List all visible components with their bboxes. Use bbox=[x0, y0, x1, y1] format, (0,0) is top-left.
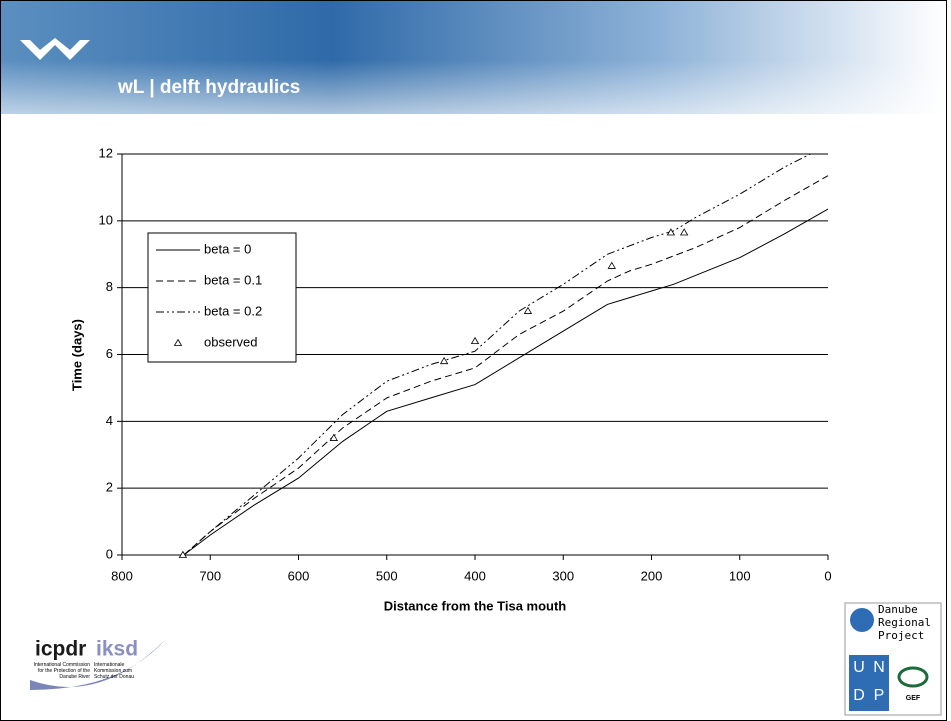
x-tick-label: 500 bbox=[376, 568, 398, 583]
header-wave bbox=[1, 60, 946, 114]
series-line bbox=[183, 175, 829, 556]
iksd: iksd bbox=[96, 638, 138, 661]
x-tick-label: 300 bbox=[552, 568, 574, 583]
observed-point bbox=[470, 336, 480, 345]
observed-point bbox=[607, 261, 616, 269]
brand: wL | delft hydraulics bbox=[117, 77, 300, 98]
y-tick-label: 4 bbox=[106, 413, 113, 428]
legend-label: beta = 0.2 bbox=[204, 303, 262, 318]
gef-emblem bbox=[897, 666, 929, 688]
undp-letter: D bbox=[853, 687, 865, 704]
y-tick-label: 6 bbox=[106, 346, 113, 361]
undp-letter: N bbox=[873, 659, 885, 676]
observed-point bbox=[178, 550, 188, 558]
x-tick-label: 0 bbox=[824, 568, 831, 583]
gef: GEF bbox=[906, 695, 921, 702]
x-tick-label: 700 bbox=[199, 568, 221, 583]
icpdr-text: International Commission for the Protect… bbox=[33, 662, 90, 680]
drp-logo: Danube Regional Project U N D P GEF bbox=[844, 602, 942, 716]
legend-label: beta = 0 bbox=[204, 241, 251, 256]
undp-letter: P bbox=[874, 687, 885, 704]
series-line bbox=[183, 153, 811, 556]
logo-swoosh bbox=[30, 640, 165, 690]
iksd-text: Internationale Kommission zum Schutz der… bbox=[94, 662, 135, 680]
y-axis-label: Time (days) bbox=[69, 319, 84, 391]
x-tick-label: 200 bbox=[641, 568, 663, 583]
drp: Project bbox=[878, 629, 924, 642]
observed-point bbox=[523, 306, 533, 314]
x-tick-label: 400 bbox=[464, 568, 486, 583]
series-line bbox=[183, 208, 829, 556]
icpdr: icpdr bbox=[35, 638, 86, 661]
legend-label: beta = 0.1 bbox=[204, 272, 262, 287]
drp: Danube bbox=[878, 603, 918, 616]
legend-marker bbox=[173, 338, 183, 346]
legend-box bbox=[147, 232, 297, 363]
legend-label: observed bbox=[204, 334, 257, 349]
y-tick-label: 2 bbox=[106, 480, 113, 495]
x-tick-label: 600 bbox=[288, 568, 310, 583]
y-tick-label: 0 bbox=[106, 546, 113, 561]
y-tick-label: 8 bbox=[106, 279, 113, 294]
y-tick-label: 12 bbox=[99, 145, 113, 160]
observed-point bbox=[679, 228, 689, 236]
undp-letter: U bbox=[853, 659, 865, 676]
undp-box bbox=[849, 655, 889, 711]
observed-point bbox=[329, 433, 338, 441]
x-axis-label: Distance from the Tisa mouth bbox=[384, 598, 567, 613]
un-emblem bbox=[850, 608, 874, 632]
y-tick-label: 10 bbox=[99, 212, 113, 227]
drp: Regional bbox=[878, 616, 931, 629]
observed-point bbox=[439, 356, 449, 365]
x-tick-label: 100 bbox=[729, 568, 751, 583]
x-tick-label: 800 bbox=[111, 568, 133, 583]
observed-point bbox=[666, 228, 676, 236]
icpdr-logo: icpdr iksd International Commission for … bbox=[30, 638, 165, 690]
wl-logo bbox=[20, 38, 90, 60]
